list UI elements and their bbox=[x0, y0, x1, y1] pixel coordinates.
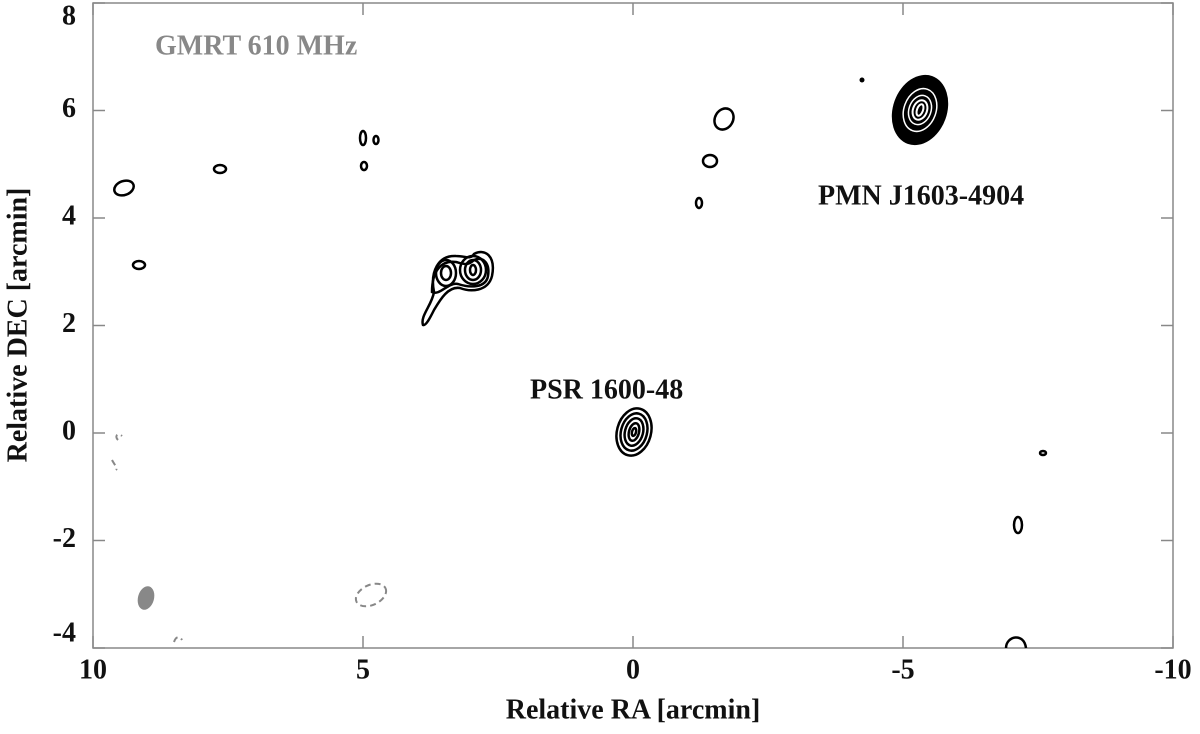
annotation: PMN J1603-4904 bbox=[818, 180, 1024, 211]
x-tick-label: 5 bbox=[356, 654, 370, 685]
y-axis-label: Relative DEC [arcmin] bbox=[2, 188, 33, 463]
x-tick-label: 10 bbox=[79, 654, 107, 685]
y-tick-label: -2 bbox=[53, 523, 76, 554]
y-tick-label: 2 bbox=[62, 308, 76, 339]
y-tick-label: 8 bbox=[62, 0, 76, 31]
annotation: PSR 1600-48 bbox=[530, 374, 683, 405]
y-tick-label: -4 bbox=[53, 617, 76, 648]
x-tick-label: -5 bbox=[891, 654, 914, 685]
y-tick-label: 4 bbox=[62, 200, 76, 231]
y-tick-label: 0 bbox=[62, 415, 76, 446]
y-tick-label: 6 bbox=[62, 93, 76, 124]
contours bbox=[111, 74, 1048, 649]
x-tick-label: -10 bbox=[1154, 654, 1191, 685]
plot-frame bbox=[92, 2, 1174, 649]
chart-title: GMRT 610 MHz bbox=[155, 30, 357, 61]
x-tick-label: 0 bbox=[626, 654, 640, 685]
x-axis-label: Relative RA [arcmin] bbox=[506, 694, 761, 725]
